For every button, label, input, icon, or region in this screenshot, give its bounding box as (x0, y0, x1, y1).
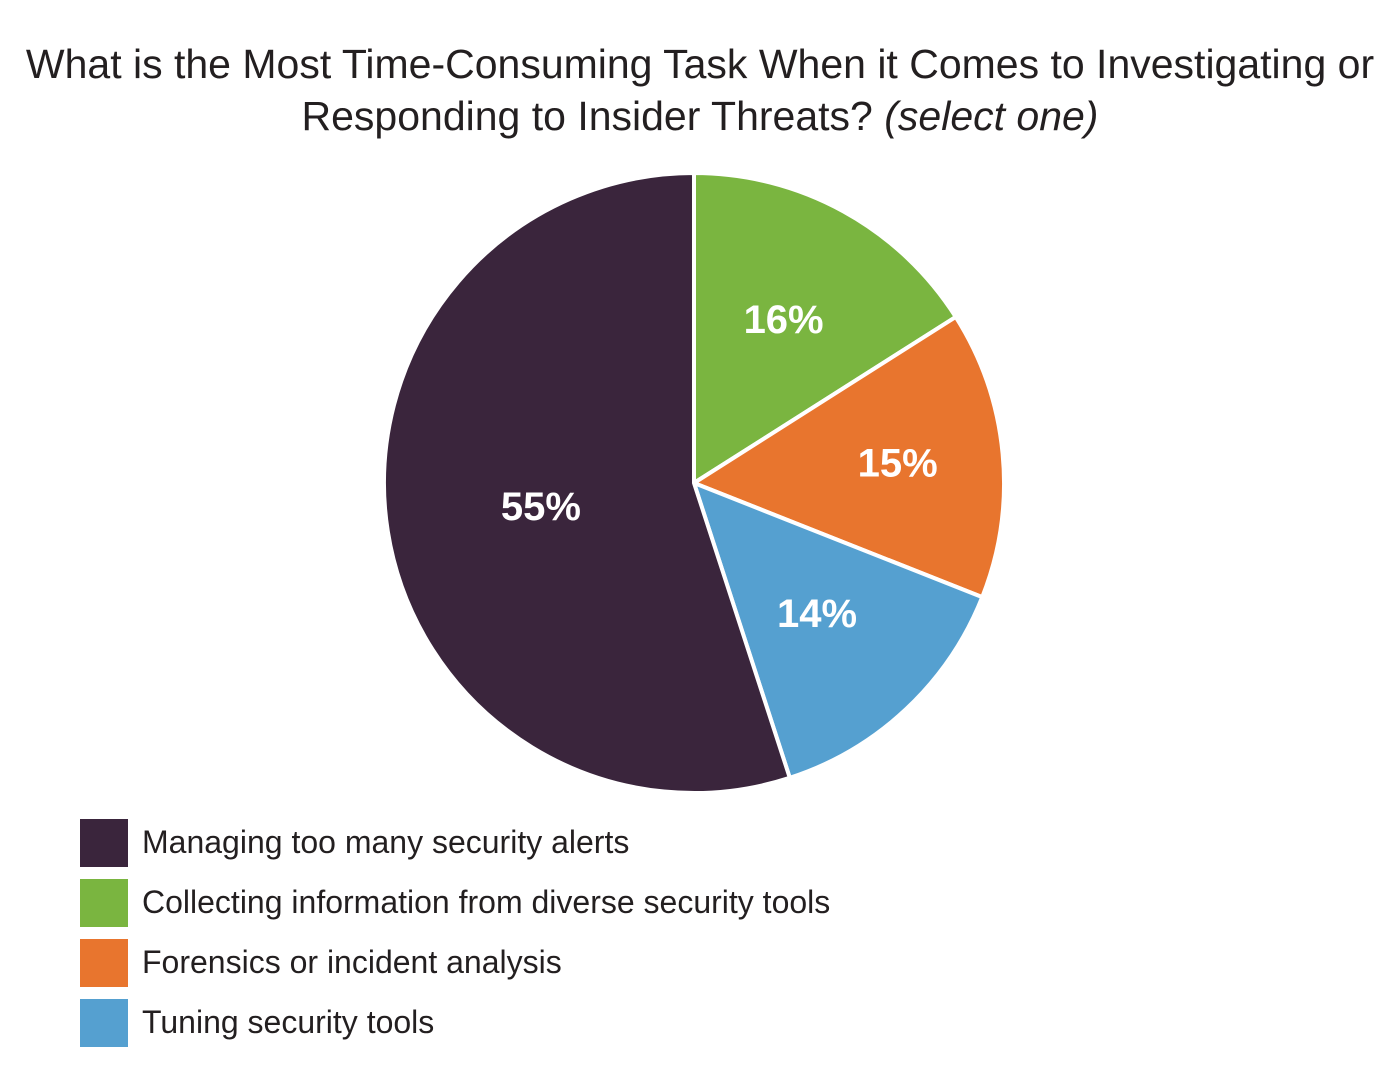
title-sub: (select one) (884, 93, 1099, 139)
pie-slice (692, 171, 958, 485)
legend-label: Forensics or incident analysis (142, 944, 562, 980)
legend-label: Managing too many security alerts (142, 824, 630, 860)
slice-value-label: 55% (501, 485, 581, 529)
pie-slice (382, 171, 792, 795)
pie-slice (692, 314, 1006, 600)
legend: Managing too many security alerts Collec… (80, 818, 830, 1058)
title-main: What is the Most Time-Consuming Task Whe… (25, 41, 1375, 139)
legend-item: Tuning security tools (80, 998, 830, 1047)
legend-swatch (80, 818, 128, 867)
legend-swatch (80, 998, 128, 1047)
legend-label: Tuning security tools (142, 1004, 435, 1040)
pie-labels: 16% 15% 14% 55% (501, 298, 938, 636)
slice-value-label: 16% (744, 298, 824, 342)
chart-title: What is the Most Time-Consuming Task Whe… (0, 38, 1400, 142)
slice-value-label: 15% (858, 442, 938, 486)
legend-item: Managing too many security alerts (80, 818, 830, 867)
legend-swatch (80, 938, 128, 987)
legend-label: Collecting information from diverse secu… (142, 884, 831, 920)
legend-item: Collecting information from diverse secu… (80, 878, 830, 927)
pie-slices (382, 171, 1006, 795)
legend-swatch (80, 878, 128, 927)
slice-value-label: 14% (777, 592, 857, 636)
legend-item: Forensics or incident analysis (80, 938, 830, 987)
